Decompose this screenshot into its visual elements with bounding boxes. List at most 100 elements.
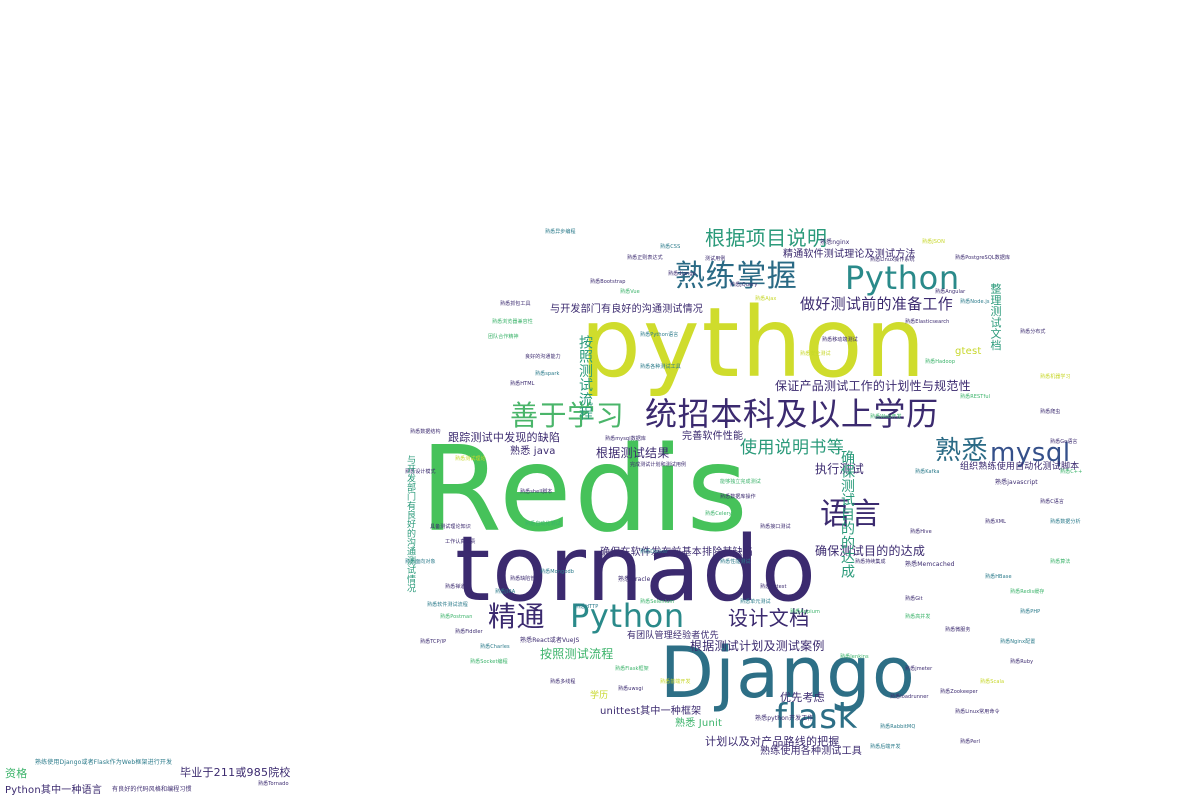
- word-small: 熟悉Hadoop: [925, 359, 956, 365]
- word-small: 熟悉单元测试: [740, 599, 771, 605]
- word-small: 熟悉nginx: [820, 239, 850, 246]
- word-small: 熟悉设计模式: [405, 469, 436, 475]
- word-small: 熟悉Hive: [910, 529, 932, 535]
- word-small: 团队合作精神: [488, 334, 519, 340]
- word-small: 熟悉loadrunner: [890, 694, 929, 700]
- word-small: 熟悉JSON: [922, 239, 945, 245]
- word-anzhao-liucheng: 按照测试流程: [540, 647, 614, 661]
- word-small: 能够独立完成测试: [720, 479, 761, 485]
- word-zhengli-wendang: 整理测试文档: [989, 283, 1002, 351]
- word-shanyu-xuexi: 善于学习: [510, 399, 625, 432]
- word-jingtong-lilun: 精通软件测试理论及测试方法: [783, 249, 916, 260]
- word-small: 熟悉React或者VueJS: [520, 637, 580, 644]
- word-small: 熟悉Appium: [790, 609, 820, 615]
- word-small: 熟悉数据结构: [410, 429, 441, 435]
- word-small: 熟悉django: [668, 271, 696, 277]
- word-small: 熟悉Ajax: [755, 296, 777, 302]
- word-vertical-left-2: 按照测试流程: [577, 335, 593, 421]
- word-small: 学历: [590, 691, 609, 701]
- word-small: 熟悉Celery: [705, 511, 732, 517]
- word-small: 熟悉HTML: [510, 381, 535, 387]
- word-genju-xiangmu: 根据项目说明: [705, 226, 828, 250]
- word-small: 熟悉Linux操作系统: [870, 257, 915, 263]
- word-small: 熟悉Flask框架: [615, 666, 649, 672]
- word-small: 熟悉算法: [1050, 559, 1071, 565]
- word-small: 熟悉PostgreSQL数据库: [955, 255, 1011, 261]
- word-zige: 资格: [5, 767, 28, 780]
- word-small: 熟悉Vue: [620, 289, 640, 295]
- word-python-lower: python: [580, 287, 928, 399]
- word-small: 熟悉Ruby: [1010, 659, 1034, 665]
- word-small: 熟悉Docker: [640, 549, 669, 555]
- word-shuxi: 熟悉: [935, 436, 989, 466]
- word-tongzhao-benke: 统招本科及以上学历: [645, 395, 939, 433]
- word-small: 熟悉jQuery: [730, 282, 758, 288]
- word-small: 熟悉Memcached: [905, 561, 955, 568]
- word-small: 熟悉Perl: [960, 739, 980, 745]
- word-small: 熟悉PHP: [1020, 609, 1041, 615]
- word-shuxi-java: 熟悉 java: [510, 446, 556, 457]
- word-small: 熟悉C语言: [1040, 499, 1064, 505]
- word-tuandui-guanli: 有团队管理经验者优先: [627, 631, 719, 641]
- word-zuzhi-jiaoben: 组织熟练使用自动化测试脚本: [960, 462, 1080, 472]
- word-small: 熟悉Charles: [480, 644, 510, 650]
- word-small: 熟悉微服务: [945, 627, 971, 633]
- word-small: 熟悉自动化测试: [525, 521, 561, 527]
- word-small: 熟悉爬虫: [1040, 409, 1061, 415]
- word-small: 熟悉RESTful: [960, 394, 991, 400]
- word-tornado: tornado: [455, 517, 818, 622]
- word-small: 熟悉Web开发: [870, 414, 902, 420]
- word-python-medium: Python: [845, 259, 960, 297]
- word-small: 熟悉Tornado: [258, 781, 289, 787]
- word-redis: Redis: [420, 420, 751, 558]
- word-small: 熟悉抓包工具: [500, 301, 531, 307]
- word-junit: 熟悉 Junit: [675, 718, 723, 729]
- word-small: 熟悉shell脚本: [520, 489, 553, 495]
- word-small: 熟悉Fiddler: [455, 629, 483, 635]
- word-small: 熟悉高并发: [905, 614, 931, 620]
- word-small: 熟悉测试理论: [455, 456, 486, 462]
- word-small: 熟悉持续集成: [855, 559, 886, 565]
- word-small: 熟悉多线程: [550, 679, 576, 685]
- word-shuliang-zhangwo: 熟练掌握: [675, 259, 798, 294]
- word-small: 熟悉HTTP: [575, 604, 599, 610]
- word-small: 熟悉spark: [535, 371, 560, 377]
- word-wanshan-xingneng: 完善软件性能: [682, 431, 744, 442]
- word-small: 熟悉Oracle: [618, 576, 651, 583]
- word-flask: flask: [775, 697, 859, 737]
- word-small: 熟悉HBase: [985, 574, 1012, 580]
- word-small: 熟悉Mongodb: [540, 569, 575, 575]
- word-small: 熟悉机器学习: [1040, 374, 1071, 380]
- word-small: 熟悉Jenkins: [840, 654, 869, 660]
- word-small: 熟悉Go语言: [1050, 439, 1078, 445]
- word-small: 具备测试理论知识: [430, 524, 471, 530]
- word-small: 熟悉Kafka: [915, 469, 940, 475]
- word-genzong-quexian: 跟踪测试中发现的缺陷: [448, 431, 561, 444]
- word-gtest: gtest: [955, 346, 982, 357]
- word-small: 熟悉各种测试工具: [640, 364, 681, 370]
- word-small: 熟悉Python语言: [640, 332, 679, 338]
- word-mysql: mysql: [990, 438, 1071, 468]
- word-small: 熟悉接口测试: [760, 524, 791, 530]
- word-genju-jieguo: 根据测试结果: [596, 446, 670, 460]
- word-small: 熟悉Nginx配置: [1000, 639, 1036, 645]
- word-small: 熟悉异步编程: [545, 229, 576, 235]
- word-small: 熟悉后端开发: [870, 744, 901, 750]
- word-small: 熟悉Git: [905, 596, 923, 602]
- word-small: 熟悉Scala: [980, 679, 1005, 685]
- word-small: 熟悉Angular: [935, 289, 966, 295]
- word-yuyan: 语言: [820, 497, 882, 532]
- word-small: 熟悉uwsgi: [618, 686, 644, 692]
- word-python-yuyan: Python其中一种语言: [5, 785, 103, 796]
- word-biye-yuanxiao: 毕业于211或985院校: [180, 766, 291, 779]
- word-small: 熟悉数据分析: [1050, 519, 1081, 525]
- word-jihua-luxian: 计划以及对产品路线的把握: [705, 735, 840, 748]
- word-small: 熟悉Redis缓存: [1010, 589, 1045, 595]
- word-small: 熟悉Socket编程: [470, 659, 508, 665]
- word-small: 工作认真负责: [445, 539, 476, 545]
- word-quebao-ruanjian: 确保在软件发布前基本排除其缺陷: [600, 547, 753, 558]
- word-small: 熟悉XML: [985, 519, 1007, 525]
- word-small: 熟悉性能测试: [720, 559, 751, 565]
- word-small: 测试用例: [705, 256, 726, 262]
